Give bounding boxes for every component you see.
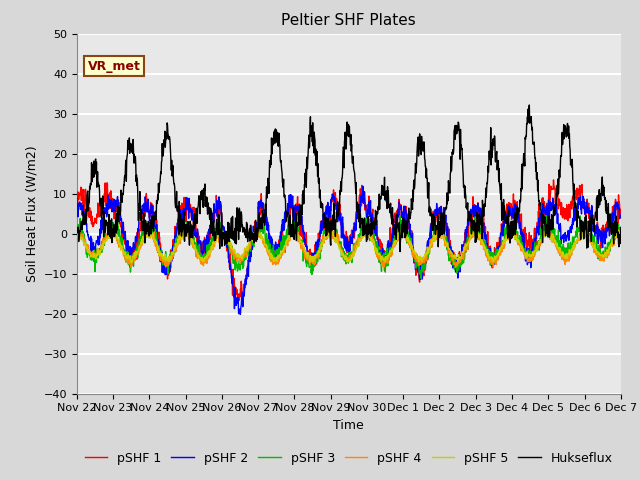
pSHF 3 [617,231,625,237]
pSHF 5 [553,244,561,250]
pSHF 4 [505,237,513,243]
pSHF 3 [180,228,188,234]
pSHF 5 [255,232,263,238]
pSHF 5 [180,230,188,236]
pSHF 3 [553,233,561,239]
pSHF 4 [434,225,442,230]
pSHF 3 [505,222,513,228]
Hukseflux [617,225,625,230]
Hukseflux [73,229,81,235]
Line: pSHF 5: pSHF 5 [77,229,621,263]
pSHF 3 [417,276,425,281]
pSHF 5 [306,260,314,265]
pSHF 2 [617,213,625,218]
Line: pSHF 1: pSHF 1 [77,180,621,302]
pSHF 5 [195,254,202,260]
Hukseflux [525,102,533,108]
pSHF 1 [234,300,242,305]
pSHF 4 [617,230,625,236]
pSHF 2 [553,206,561,212]
pSHF 4 [73,230,81,236]
pSHF 1 [73,189,81,195]
Y-axis label: Soil Heat Flux (W/m2): Soil Heat Flux (W/m2) [25,145,38,282]
pSHF 5 [183,227,191,232]
pSHF 1 [550,177,557,183]
pSHF 2 [434,206,442,212]
pSHF 1 [553,193,561,199]
pSHF 2 [236,312,244,317]
pSHF 1 [255,207,263,213]
pSHF 1 [434,219,442,225]
pSHF 1 [194,229,202,235]
pSHF 4 [181,225,189,230]
pSHF 3 [255,222,262,228]
Legend: pSHF 1, pSHF 2, pSHF 3, pSHF 4, pSHF 5, Hukseflux: pSHF 1, pSHF 2, pSHF 3, pSHF 4, pSHF 5, … [79,447,618,469]
Line: Hukseflux: Hukseflux [77,105,621,252]
pSHF 2 [73,195,81,201]
pSHF 2 [359,183,367,189]
pSHF 3 [542,213,550,218]
pSHF 2 [180,208,188,214]
Title: Peltier SHF Plates: Peltier SHF Plates [282,13,416,28]
pSHF 5 [73,228,81,234]
pSHF 1 [617,206,625,212]
pSHF 3 [73,223,81,228]
Hukseflux [194,205,202,211]
Hukseflux [396,249,404,254]
Hukseflux [434,226,442,232]
pSHF 5 [434,231,442,237]
Hukseflux [553,193,561,199]
pSHF 3 [434,230,442,236]
pSHF 4 [127,264,135,270]
pSHF 4 [360,223,368,228]
Text: VR_met: VR_met [88,60,141,72]
pSHF 4 [255,229,263,235]
pSHF 5 [505,230,513,236]
Hukseflux [180,239,188,244]
pSHF 2 [505,203,513,209]
pSHF 4 [553,247,561,252]
pSHF 4 [195,253,202,259]
pSHF 5 [617,232,625,238]
Hukseflux [255,220,262,226]
pSHF 3 [194,251,202,256]
X-axis label: Time: Time [333,419,364,432]
pSHF 1 [505,208,513,214]
pSHF 2 [255,199,263,204]
Line: pSHF 4: pSHF 4 [77,226,621,267]
Hukseflux [505,208,513,214]
pSHF 1 [180,207,188,213]
pSHF 2 [194,228,202,234]
Line: pSHF 3: pSHF 3 [77,216,621,278]
Line: pSHF 2: pSHF 2 [77,186,621,314]
